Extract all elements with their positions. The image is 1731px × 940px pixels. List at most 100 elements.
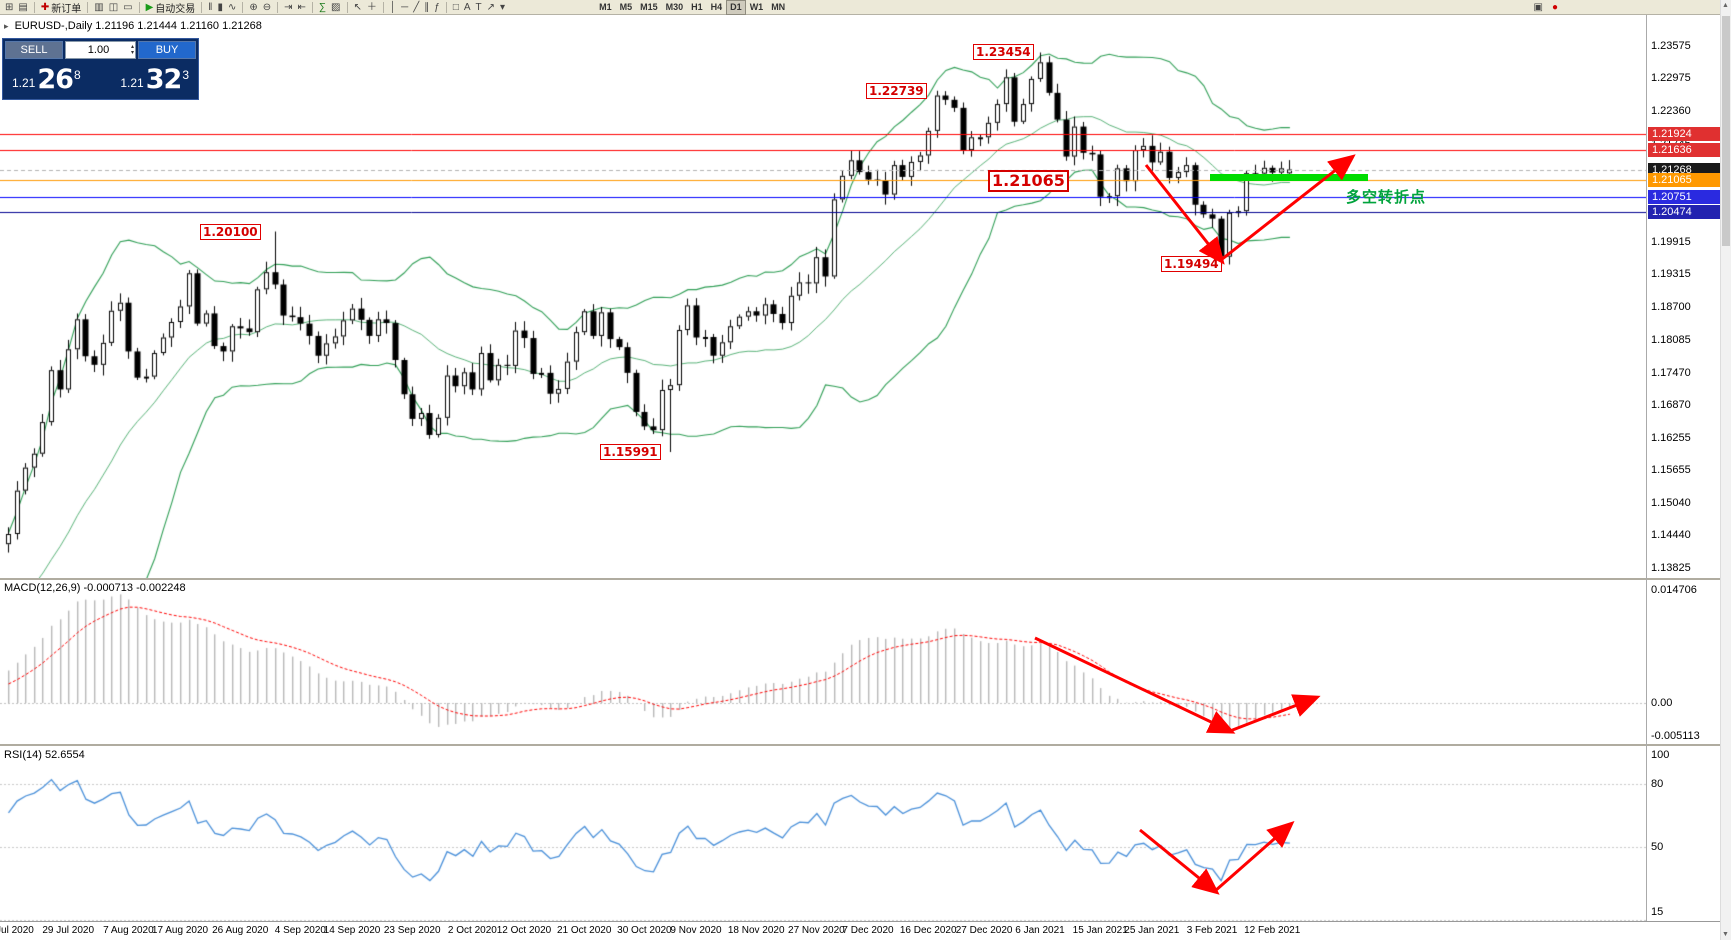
date-axis-label: 26 Aug 2020 (212, 925, 269, 936)
timeframe-mn-button[interactable]: MN (771, 1, 786, 12)
rsi-value: 52.6554 (44, 749, 85, 761)
chart-shift-icon[interactable]: ⇤ (297, 1, 306, 13)
date-axis-label: 3 Feb 2021 (1186, 925, 1238, 936)
volume-up-icon[interactable]: ▴ (130, 44, 134, 50)
macd-axis-label: 0.014706 (1651, 584, 1697, 596)
toolbar-separator (382, 1, 384, 13)
trendline-icon[interactable]: ╱ (413, 1, 420, 13)
scrollbar-up-icon[interactable]: ▲ (1722, 2, 1729, 9)
rsi-panel-canvas[interactable] (0, 747, 1646, 921)
date-axis-separator (0, 921, 1731, 922)
candlestick-icon[interactable]: ▮ (217, 1, 223, 13)
sell-price-pipette: 8 (73, 68, 81, 82)
price-axis-tick: 1.14440 (1651, 529, 1691, 542)
timeframe-h1-button[interactable]: H1 (691, 1, 703, 12)
main-chart-canvas[interactable] (0, 15, 1646, 578)
scrollbar-thumb[interactable] (1722, 16, 1730, 246)
buy-price[interactable]: 1.21 32 3 (120, 65, 189, 94)
price-axis-tick: 1.18700 (1651, 301, 1691, 313)
macd-axis-label: 0.00 (1651, 697, 1673, 709)
fibonacci-icon[interactable]: ƒ (434, 1, 440, 13)
text-icon[interactable]: A (463, 1, 471, 13)
panel-separator[interactable] (0, 578, 1731, 580)
date-axis-label: 21 Oct 2020 (556, 925, 612, 936)
date-axis-label: 4 Sep 2020 (274, 925, 326, 936)
terminal-icon[interactable]: ▭ (123, 1, 133, 13)
timeframe-d1-button[interactable]: D1 (726, 0, 746, 15)
rsi-axis-label: 15 (1651, 906, 1664, 918)
timeframe-m5-button[interactable]: M5 (619, 1, 633, 12)
template-icon[interactable]: ▨ (331, 1, 341, 13)
price-axis-badge: 1.21636 (1648, 142, 1720, 157)
rsi-indicator-label: RSI(14) 52.6554 (4, 749, 85, 761)
vertical-line-icon[interactable]: │ (389, 1, 397, 13)
bar-chart-icon[interactable]: ‖ (208, 1, 213, 13)
timeframe-h4-button[interactable]: H4 (710, 1, 723, 12)
date-axis-label: 18 Nov 2020 (727, 925, 785, 936)
toolbar-separator (201, 1, 203, 13)
line-chart-icon[interactable]: ∿ (227, 1, 237, 13)
main-toolbar: ⊞ ▤ ✚ 新订单 ▥ ◫ ▭ ▶ 自动交易 ‖ ▮ ∿ ⊕ ⊖ ⇥ ⇤ ∑ ▨ ↖ ＋ │ ─ ╱ ∥ ƒ □ A T ↗ ▾ M1 M5 M… (0, 0, 1731, 15)
sell-button[interactable]: SELL (5, 41, 63, 59)
price-annotation-label[interactable]: 1.22739 (866, 83, 927, 99)
new-order-button[interactable]: ✚ 新订单 (40, 1, 82, 15)
green-support-band-object[interactable] (1210, 174, 1368, 181)
price-axis-tick: 1.19915 (1651, 235, 1691, 248)
timeframe-m30-button[interactable]: M30 (665, 1, 684, 12)
autotrading-button[interactable]: ▶ 自动交易 (145, 1, 196, 15)
zoom-out-icon[interactable]: ⊖ (262, 1, 272, 13)
price-axis-tick: 1.16870 (1651, 398, 1691, 411)
shapes-icon[interactable]: □ (452, 1, 459, 13)
toolbar-separator (445, 1, 447, 13)
volume-down-icon[interactable]: ▾ (130, 50, 134, 56)
auto-scroll-icon[interactable]: ⇥ (284, 1, 293, 13)
price-axis-tick: 1.17470 (1651, 366, 1691, 379)
date-axis-label: 29 Jul 2020 (42, 925, 95, 936)
price-axis-tick: 1.18085 (1651, 333, 1691, 346)
data-window-icon[interactable]: ◫ (108, 1, 119, 13)
cn-annotation-text[interactable]: 多空转折点 (1346, 189, 1427, 206)
macd-values: -0.000713 -0.002248 (83, 582, 186, 594)
price-annotation-label[interactable]: 1.23454 (973, 44, 1034, 60)
vertical-scrollbar[interactable]: ▲ ▼ (1720, 0, 1731, 940)
profiles-icon[interactable]: ▤ (18, 1, 28, 13)
market-watch-icon[interactable]: ▥ (94, 1, 104, 13)
macd-panel-canvas[interactable] (0, 580, 1646, 744)
arrow-tool-icon[interactable]: ↗ (486, 1, 496, 13)
buy-button[interactable]: BUY (138, 41, 196, 59)
fullscreen-icon[interactable]: ▣ (1533, 1, 1543, 13)
price-axis-divider (1646, 15, 1647, 921)
new-chart-icon[interactable]: ⊞ (5, 1, 14, 13)
arrows-dropdown-icon[interactable]: ▾ (500, 1, 506, 13)
toolbar-separator (346, 1, 348, 13)
label-icon[interactable]: T (475, 1, 482, 13)
price-annotation-label[interactable]: 1.19494 (1161, 256, 1222, 272)
timeframe-m15-button[interactable]: M15 (640, 1, 658, 12)
zoom-in-icon[interactable]: ⊕ (249, 1, 258, 13)
alert-icon[interactable]: ● (1551, 1, 1558, 13)
timeframe-w1-button[interactable]: W1 (749, 1, 764, 12)
horizontal-line-icon[interactable]: ─ (401, 1, 409, 13)
date-axis-label: 27 Dec 2020 (955, 925, 1013, 936)
price-annotation-label[interactable]: 1.21065 (988, 170, 1069, 192)
scrollbar-down-icon[interactable]: ▼ (1722, 931, 1729, 938)
macd-name: MACD(12,26,9) (4, 582, 81, 594)
price-annotation-label[interactable]: 1.20100 (200, 224, 261, 240)
sell-price[interactable]: 1.21 26 8 (12, 65, 81, 94)
cursor-icon[interactable]: ↖ (353, 1, 362, 13)
macd-axis-label: -0.005113 (1651, 730, 1700, 742)
channel-icon[interactable]: ∥ (424, 1, 430, 13)
price-axis-badge: 1.21065 (1648, 173, 1720, 188)
date-axis-label: 14 Sep 2020 (323, 925, 381, 936)
crosshair-icon[interactable]: ＋ (366, 1, 377, 13)
price-axis-tick: 1.22360 (1651, 105, 1691, 118)
collapse-panel-icon[interactable]: ▸ (4, 21, 9, 31)
date-axis-label: 6 Jan 2021 (1015, 925, 1065, 936)
price-annotation-label[interactable]: 1.15991 (600, 444, 661, 460)
volume-input[interactable] (66, 43, 131, 57)
indicators-icon[interactable]: ∑ (318, 1, 327, 13)
timeframe-m1-button[interactable]: M1 (599, 1, 612, 12)
chart-title: ▸ EURUSD-,Daily 1.21196 1.21444 1.21160 … (4, 20, 262, 32)
panel-separator[interactable] (0, 744, 1731, 746)
